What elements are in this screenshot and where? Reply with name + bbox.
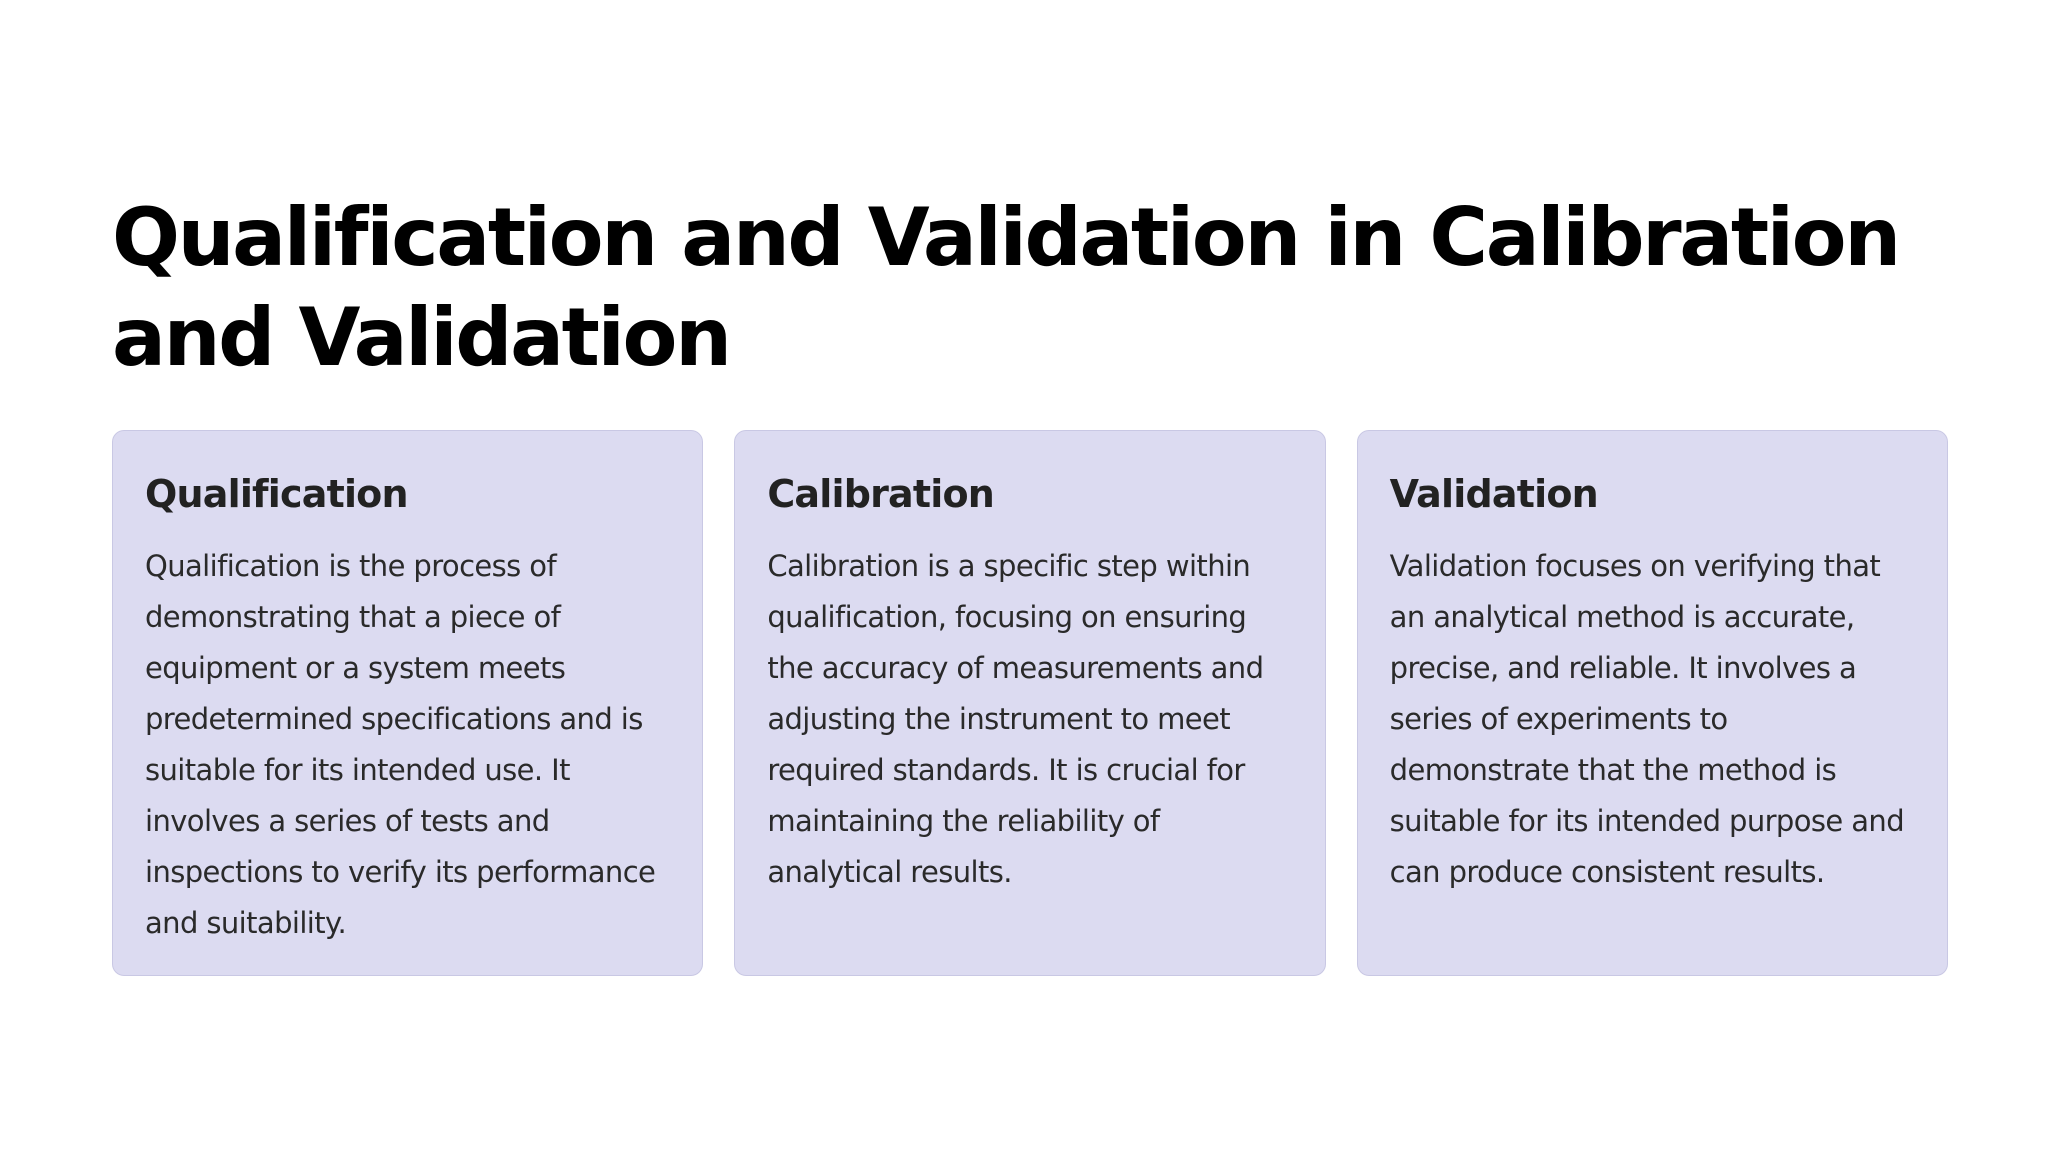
card-validation: Validation Validation focuses on verifyi…: [1356, 430, 1948, 976]
card-body-calibration: Calibration is a specific step within qu…: [767, 549, 1264, 889]
card-qualification: Qualification Qualification is the proce…: [112, 430, 704, 976]
cards-row: Qualification Qualification is the proce…: [112, 430, 1948, 976]
card-calibration: Calibration Calibration is a specific st…: [734, 430, 1326, 976]
card-body-validation: Validation focuses on verifying that an …: [1389, 549, 1905, 889]
card-title-validation: Validation: [1389, 472, 1599, 516]
card-title-qualification: Qualification: [145, 472, 409, 516]
card-body-qualification: Qualification is the process of demonstr…: [145, 549, 656, 940]
card-title-calibration: Calibration: [767, 472, 995, 516]
page-title: Qualification and Validation in Calibrat…: [112, 191, 1901, 384]
